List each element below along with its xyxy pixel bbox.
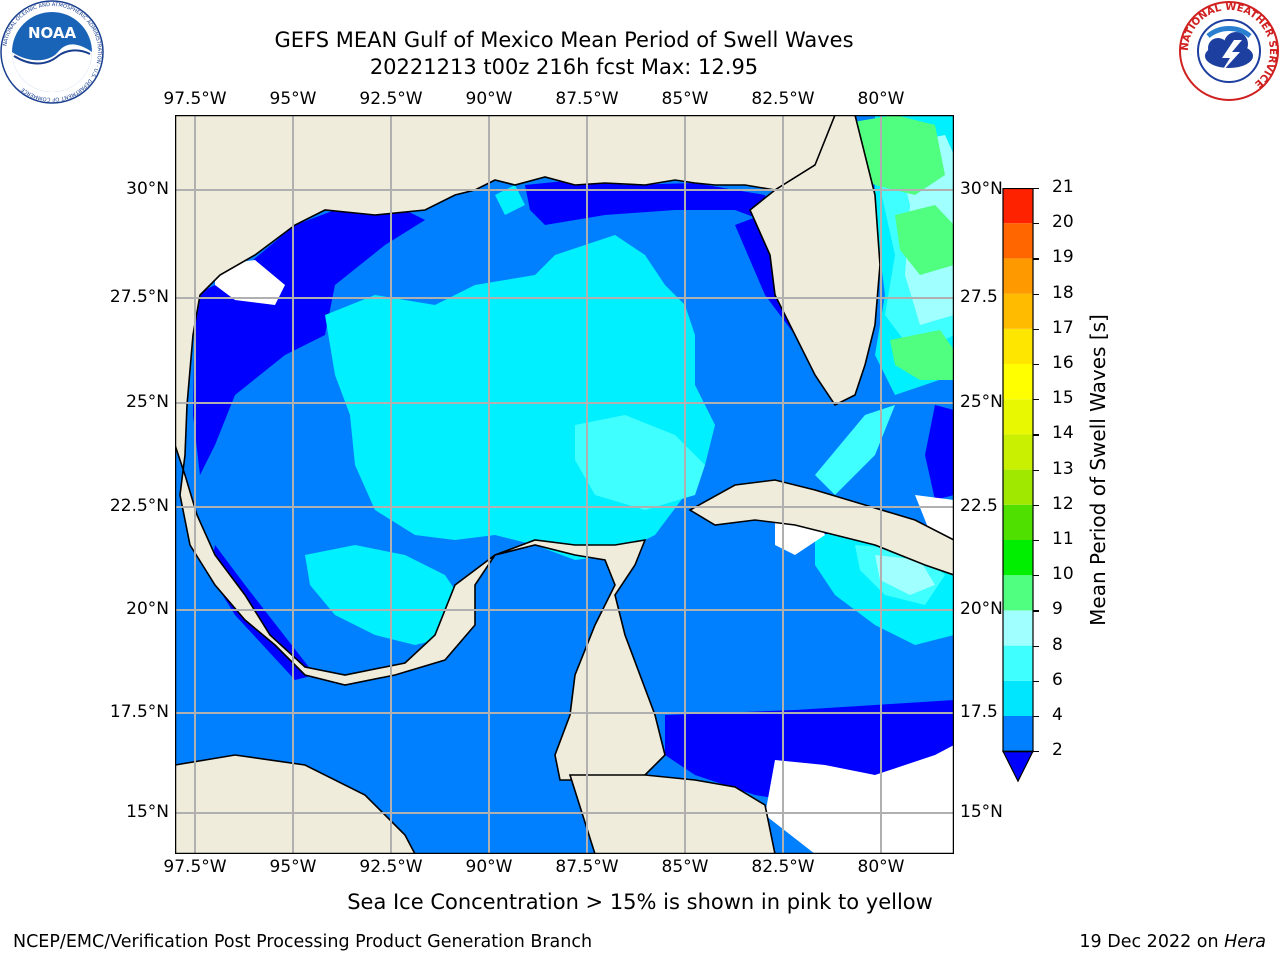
colorbar-tick-mark	[1033, 504, 1039, 506]
colorbar-tick-mark	[1033, 610, 1039, 612]
lat-label-right: 17.5	[960, 702, 998, 722]
lat-label-right: 27.5	[960, 287, 998, 307]
lon-label-bottom: 82.5°W	[751, 857, 815, 877]
colorbar-tick-label: 20	[1052, 212, 1074, 233]
colorbar-label: Mean Period of Swell Waves [s]	[1086, 314, 1110, 626]
colorbar-tick-label: 10	[1052, 564, 1074, 585]
footer-date: 19 Dec 2022 on Hera	[1079, 932, 1266, 952]
lat-label-right: 25°N	[960, 392, 1003, 412]
colorbar-segment	[1003, 645, 1033, 681]
colorbar-tick-label: 18	[1052, 282, 1074, 303]
footer-credit: NCEP/EMC/Verification Post Processing Pr…	[13, 932, 593, 952]
gulf-of-mexico-swell-period-map	[175, 115, 954, 854]
colorbar-extend-arrow	[1002, 750, 1034, 783]
lon-label-top: 90°W	[465, 89, 513, 109]
colorbar-segment	[1003, 223, 1033, 259]
colorbar-tick-mark	[1033, 399, 1039, 401]
colorbar-tick-mark	[1033, 540, 1039, 542]
colorbar-tick-label: 12	[1052, 493, 1074, 514]
colorbar-tick-mark	[1033, 434, 1039, 436]
colorbar-segment	[1003, 575, 1033, 611]
colorbar-tick-label: 16	[1052, 353, 1074, 373]
colorbar-tick-label: 8	[1052, 634, 1063, 655]
map-frame	[175, 115, 954, 854]
lat-label-right: 15°N	[960, 802, 1003, 822]
lat-label-right: 20°N	[960, 599, 1003, 619]
colorbar-tick-mark	[1033, 680, 1039, 682]
lat-label-left: 20°N	[126, 599, 169, 619]
lat-label-left: 30°N	[126, 179, 169, 199]
nws-logo: NATIONAL WEATHER SERVICE	[1179, 1, 1279, 101]
colorbar-tick-label: 2	[1052, 740, 1063, 761]
lat-label-right: 30°N	[960, 179, 1003, 199]
lon-label-top: 95°W	[269, 89, 317, 109]
colorbar-tick-mark	[1033, 188, 1039, 190]
lat-label-left: 25°N	[126, 392, 169, 412]
lat-label-left: 17.5°N	[109, 702, 169, 722]
colorbar-tick-mark	[1033, 328, 1039, 330]
colorbar-segment	[1003, 610, 1033, 646]
lon-label-top: 82.5°W	[751, 89, 815, 109]
chart-subtitle: 20221213 t00z 216h fcst Max: 12.95	[369, 55, 759, 79]
colorbar-segment	[1003, 364, 1033, 400]
colorbar-tick-mark	[1033, 645, 1039, 647]
noaa-logo: NOAA NATIONAL OCEANIC AND ATMOSPHERIC AD…	[0, 0, 104, 104]
lon-label-top: 97.5°W	[163, 89, 227, 109]
lon-label-bottom: 85°W	[661, 857, 709, 877]
colorbar-tick-mark	[1033, 223, 1039, 225]
lon-label-bottom: 90°W	[465, 857, 513, 877]
colorbar-tick-mark	[1033, 751, 1039, 753]
lon-label-top: 85°W	[661, 89, 709, 109]
colorbar-segment	[1003, 293, 1033, 329]
colorbar-tick-mark	[1033, 364, 1039, 366]
lon-label-bottom: 97.5°W	[163, 857, 227, 877]
colorbar-segment	[1003, 716, 1033, 752]
graticule	[175, 115, 954, 854]
colorbar-segment	[1003, 680, 1033, 716]
colorbar-tick-mark	[1033, 575, 1039, 577]
chart-title: GEFS MEAN Gulf of Mexico Mean Period of …	[274, 28, 854, 52]
colorbar-tick-label: 17	[1052, 317, 1074, 338]
lon-label-top: 87.5°W	[555, 89, 619, 109]
lon-label-bottom: 95°W	[269, 857, 317, 877]
colorbar-segment	[1003, 434, 1033, 470]
colorbar-tick-label: 9	[1052, 599, 1063, 620]
lon-label-top: 92.5°W	[359, 89, 423, 109]
colorbar-tick-label: 21	[1052, 177, 1074, 197]
colorbar-segment	[1003, 399, 1033, 435]
colorbar-tick-label: 4	[1052, 705, 1063, 725]
lon-label-bottom: 87.5°W	[555, 857, 619, 877]
colorbar-tick-mark	[1033, 258, 1039, 260]
lon-label-bottom: 92.5°W	[359, 857, 423, 877]
colorbar-tick-mark	[1033, 293, 1039, 295]
colorbar-tick-mark	[1033, 716, 1039, 718]
colorbar-segment	[1003, 469, 1033, 505]
colorbar-tick-label: 19	[1052, 247, 1074, 268]
lon-label-top: 80°W	[857, 89, 905, 109]
lon-label-bottom: 80°W	[857, 857, 905, 877]
colorbar-segment	[1003, 258, 1033, 294]
noaa-logo-text: NOAA	[28, 24, 77, 42]
lat-label-right: 22.5	[960, 496, 998, 516]
lat-label-left: 22.5°N	[109, 496, 169, 516]
lat-label-left: 27.5°N	[109, 287, 169, 307]
colorbar-segment	[1003, 188, 1033, 224]
colorbar-segment	[1003, 504, 1033, 540]
colorbar-tick-mark	[1033, 469, 1039, 471]
colorbar-tick-label: 13	[1052, 458, 1074, 479]
lat-label-left: 15°N	[126, 802, 169, 822]
colorbar-tick-label: 14	[1052, 423, 1074, 444]
colorbar-tick-label: 15	[1052, 388, 1074, 409]
colorbar-tick-label: 11	[1052, 529, 1074, 549]
colorbar-segment	[1003, 540, 1033, 576]
colorbar-tick-label: 6	[1052, 669, 1063, 690]
colorbar	[1002, 188, 1034, 783]
colorbar-segment	[1003, 328, 1033, 364]
sea-ice-caption: Sea Ice Concentration > 15% is shown in …	[347, 890, 933, 914]
